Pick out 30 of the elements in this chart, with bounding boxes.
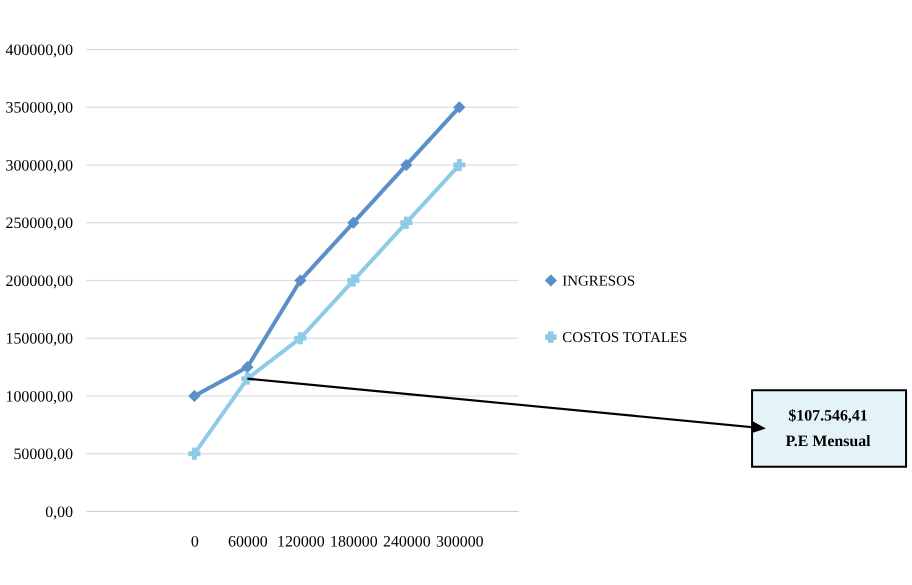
y-tick-label: 200000,00 xyxy=(6,272,74,290)
legend-label: INGRESOS xyxy=(562,273,636,290)
y-tick-label: 150000,00 xyxy=(6,330,74,348)
point xyxy=(453,158,466,172)
y-tick-label: 0,00 xyxy=(45,504,74,521)
x-tick-label: 120000 xyxy=(277,534,325,551)
y-tick-label: 300000,00 xyxy=(6,157,74,174)
x-tick-label: 60000 xyxy=(228,534,268,551)
y-tick-label: 50000,00 xyxy=(13,446,74,464)
point xyxy=(188,390,200,402)
y-tick-label: 400000,00 xyxy=(6,42,74,59)
point xyxy=(294,274,306,287)
legend-label: COSTOS TOTALES xyxy=(562,330,688,346)
x-tick-label: 0 xyxy=(190,534,199,551)
y-tick-label: 100000,00 xyxy=(6,388,74,406)
point xyxy=(400,216,412,229)
text: $107.546,41 xyxy=(788,408,868,425)
point xyxy=(347,274,360,287)
point xyxy=(347,216,360,229)
x-tick-label: 300000 xyxy=(436,534,484,551)
y-tick-label: 250000,00 xyxy=(6,215,74,232)
point xyxy=(188,448,200,460)
point xyxy=(241,361,254,374)
point xyxy=(294,332,306,344)
x-tick-label: 240000 xyxy=(383,534,431,551)
point xyxy=(400,158,412,172)
text: P.E Mensual xyxy=(786,433,872,450)
x-tick-label: 180000 xyxy=(330,534,378,551)
y-tick-label: 350000,00 xyxy=(6,100,74,117)
point xyxy=(453,101,466,114)
